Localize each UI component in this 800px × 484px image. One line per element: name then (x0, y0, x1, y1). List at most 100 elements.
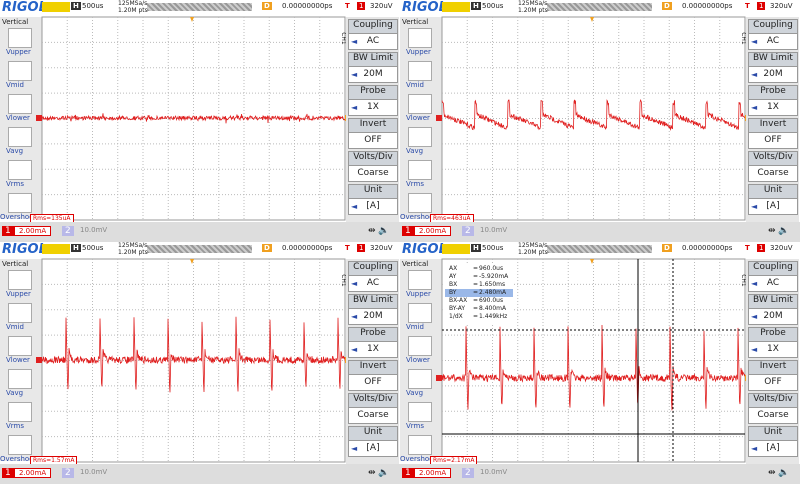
ch2-scale[interactable]: 10.0mV (480, 226, 508, 234)
menu-label[interactable]: Invert (748, 118, 798, 133)
ch1-scale[interactable]: 2.00mA (414, 468, 452, 478)
measure-icon[interactable] (408, 160, 432, 180)
measure-icon[interactable] (408, 303, 432, 323)
cursor-readout: AX = 960.0us AY = -5.920mA BX = 1.650ms BY = 2.480m… (445, 265, 513, 323)
ch1-badge[interactable]: 1 (402, 226, 414, 236)
menu-value[interactable]: Coarse (348, 165, 398, 182)
menu-value[interactable]: 20M ◄ (348, 66, 398, 83)
measure-icon[interactable] (8, 336, 32, 356)
menu-value[interactable]: OFF (748, 132, 798, 149)
ch2-scale[interactable]: 10.0mV (480, 468, 508, 476)
measure-icon[interactable] (408, 61, 432, 81)
measure-icon[interactable] (8, 61, 32, 81)
measure-icon[interactable] (8, 193, 32, 213)
measure-icon[interactable] (8, 402, 32, 422)
menu-label[interactable]: Invert (748, 360, 798, 375)
measure-icon[interactable] (408, 369, 432, 389)
menu-value[interactable]: AC ◄ (348, 275, 398, 292)
menu-label[interactable]: Invert (348, 360, 398, 375)
menu-label[interactable]: BW Limit (748, 294, 798, 309)
h-label: H (471, 244, 481, 252)
menu-value[interactable]: AC ◄ (748, 33, 798, 50)
ch2-badge[interactable]: 2 (62, 468, 74, 478)
ch2-badge[interactable]: 2 (462, 468, 474, 478)
measure-icon[interactable] (8, 28, 32, 48)
ch1-scale[interactable]: 2.00mA (14, 468, 52, 478)
menu-label[interactable]: Volts/Div (348, 151, 398, 166)
measure-icon[interactable] (408, 270, 432, 290)
menu-value[interactable]: Coarse (748, 165, 798, 182)
cursor-text: 1.650ms (479, 281, 506, 288)
menu-label[interactable]: Coupling (748, 261, 798, 276)
menu-value[interactable]: OFF (748, 374, 798, 391)
measure-icon[interactable] (8, 94, 32, 114)
menu-value[interactable]: 1X ◄ (748, 99, 798, 116)
t-label: T (745, 244, 750, 252)
ch2-scale[interactable]: 10.0mV (80, 226, 108, 234)
ch2-scale[interactable]: 10.0mV (80, 468, 108, 476)
measure-icon[interactable] (408, 193, 432, 213)
menu-value[interactable]: 1X ◄ (348, 99, 398, 116)
menu-value[interactable]: Coarse (348, 407, 398, 424)
ch2-badge[interactable]: 2 (462, 226, 474, 236)
menu-label[interactable]: Unit (748, 426, 798, 441)
menu-value[interactable]: OFF (348, 132, 398, 149)
menu-label[interactable]: Probe (348, 327, 398, 342)
sample-rate: 125MSa/s (518, 242, 548, 249)
measure-label: Vrms (406, 422, 425, 430)
menu-value[interactable]: [A] ◄ (748, 198, 798, 215)
menu-label[interactable]: Coupling (348, 261, 398, 276)
menu-label[interactable]: Probe (348, 85, 398, 100)
timebase: 500us (82, 244, 104, 252)
measure-label: Vmid (406, 323, 424, 331)
menu-label[interactable]: Volts/Div (748, 151, 798, 166)
measure-icon[interactable] (408, 435, 432, 455)
measure-icon[interactable] (408, 94, 432, 114)
measure-icon[interactable] (8, 369, 32, 389)
menu-label[interactable]: Volts/Div (348, 393, 398, 408)
measure-icon[interactable] (408, 28, 432, 48)
menu-label[interactable]: BW Limit (348, 52, 398, 67)
measure-icon[interactable] (8, 127, 32, 147)
ch1-scale[interactable]: 2.00mA (414, 226, 452, 236)
menu-value[interactable]: 20M ◄ (748, 308, 798, 325)
menu-label[interactable]: Probe (748, 85, 798, 100)
menu-value[interactable]: 1X ◄ (348, 341, 398, 358)
ch2-badge[interactable]: 2 (62, 226, 74, 236)
measure-icon[interactable] (408, 127, 432, 147)
menu-value[interactable]: 20M ◄ (348, 308, 398, 325)
measure-label: Vlower (6, 356, 30, 364)
menu-label[interactable]: Probe (748, 327, 798, 342)
trigger-source: 1 (757, 2, 766, 10)
measure-sidebar: Vertical Vupper Vmid Vlower Vavg Vrms Overshoo… (400, 259, 442, 463)
menu-value[interactable]: [A] ◄ (348, 440, 398, 457)
menu-value[interactable]: OFF (348, 374, 398, 391)
menu-value[interactable]: 20M ◄ (748, 66, 798, 83)
menu-label[interactable]: Invert (348, 118, 398, 133)
menu-label[interactable]: Coupling (748, 19, 798, 34)
menu-label[interactable]: Unit (348, 426, 398, 441)
menu-value[interactable]: AC ◄ (748, 275, 798, 292)
menu-label[interactable]: Volts/Div (748, 393, 798, 408)
menu-label[interactable]: Unit (748, 184, 798, 199)
menu-label[interactable]: Coupling (348, 19, 398, 34)
menu-value[interactable]: [A] ◄ (748, 440, 798, 457)
ch1-badge[interactable]: 1 (2, 226, 14, 236)
menu-value[interactable]: Coarse (748, 407, 798, 424)
menu-value[interactable]: AC ◄ (348, 33, 398, 50)
menu-value[interactable]: 1X ◄ (748, 341, 798, 358)
ch1-scale[interactable]: 2.00mA (14, 226, 52, 236)
ch1-badge[interactable]: 1 (402, 468, 414, 478)
ch1-badge[interactable]: 1 (2, 468, 14, 478)
menu-label[interactable]: BW Limit (748, 52, 798, 67)
measure-icon[interactable] (408, 336, 432, 356)
measure-label: Overshoot (400, 455, 437, 463)
measure-icon[interactable] (8, 435, 32, 455)
menu-label[interactable]: Unit (348, 184, 398, 199)
menu-value[interactable]: [A] ◄ (348, 198, 398, 215)
measure-icon[interactable] (8, 160, 32, 180)
menu-label[interactable]: BW Limit (348, 294, 398, 309)
measure-icon[interactable] (408, 402, 432, 422)
measure-icon[interactable] (8, 303, 32, 323)
measure-icon[interactable] (8, 270, 32, 290)
